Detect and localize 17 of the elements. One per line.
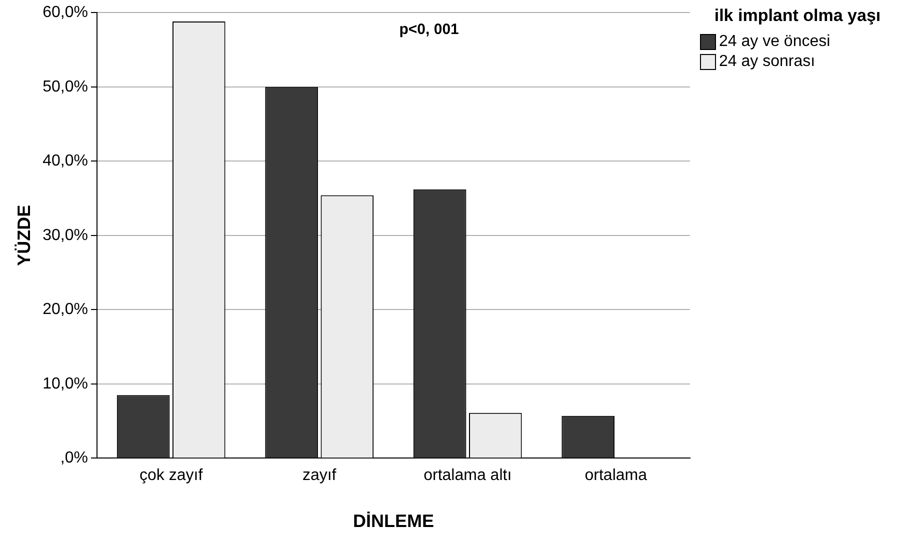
legend-label: 24 ay sonrası xyxy=(719,52,816,72)
x-tick-label: çok zayıf xyxy=(140,467,204,484)
x-tick-label: ortalama xyxy=(584,467,648,484)
x-tick-label: ortalama altı xyxy=(424,467,512,484)
legend-label: 24 ay ve öncesi xyxy=(719,32,830,52)
x-tick-label: zayıf xyxy=(302,467,337,484)
legend-title: ilk implant olma yaşı xyxy=(713,6,882,26)
y-tick-label: 50,0% xyxy=(42,78,88,96)
y-tick-label: 20,0% xyxy=(42,301,88,318)
y-tick-label: 30,0% xyxy=(42,226,88,244)
y-tick-label: ,0% xyxy=(60,450,88,467)
y-tick-label: 10,0% xyxy=(42,375,88,392)
y-tick-label: 60,0% xyxy=(42,4,88,22)
y-axis-title: YÜZDE xyxy=(14,204,34,266)
annotation: p<0, 001 xyxy=(399,21,459,38)
y-tick-label: 40,0% xyxy=(42,152,88,170)
x-axis-title: DİNLEME xyxy=(352,511,434,532)
